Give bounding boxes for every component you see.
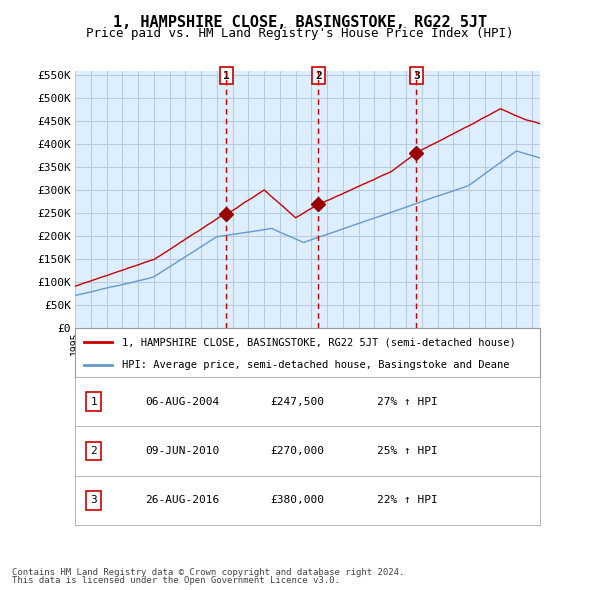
Text: 1: 1 (90, 396, 97, 407)
Text: £270,000: £270,000 (270, 446, 324, 456)
Text: 1: 1 (223, 71, 230, 81)
Text: 3: 3 (90, 496, 97, 506)
Text: 3: 3 (413, 71, 419, 81)
Text: HPI: Average price, semi-detached house, Basingstoke and Deane: HPI: Average price, semi-detached house,… (121, 360, 509, 369)
Text: 09-JUN-2010: 09-JUN-2010 (145, 446, 219, 456)
Text: Contains HM Land Registry data © Crown copyright and database right 2024.: Contains HM Land Registry data © Crown c… (12, 568, 404, 577)
Text: 27% ↑ HPI: 27% ↑ HPI (377, 396, 438, 407)
Text: 2: 2 (315, 71, 322, 81)
Text: 2: 2 (90, 446, 97, 456)
Text: Price paid vs. HM Land Registry's House Price Index (HPI): Price paid vs. HM Land Registry's House … (86, 27, 514, 40)
Text: 22% ↑ HPI: 22% ↑ HPI (377, 496, 438, 506)
Text: 1, HAMPSHIRE CLOSE, BASINGSTOKE, RG22 5JT: 1, HAMPSHIRE CLOSE, BASINGSTOKE, RG22 5J… (113, 15, 487, 30)
Text: 06-AUG-2004: 06-AUG-2004 (145, 396, 219, 407)
Text: 25% ↑ HPI: 25% ↑ HPI (377, 446, 438, 456)
Text: This data is licensed under the Open Government Licence v3.0.: This data is licensed under the Open Gov… (12, 576, 340, 585)
Text: 26-AUG-2016: 26-AUG-2016 (145, 496, 219, 506)
Text: 1, HAMPSHIRE CLOSE, BASINGSTOKE, RG22 5JT (semi-detached house): 1, HAMPSHIRE CLOSE, BASINGSTOKE, RG22 5J… (121, 337, 515, 348)
Text: £380,000: £380,000 (270, 496, 324, 506)
Text: £247,500: £247,500 (270, 396, 324, 407)
